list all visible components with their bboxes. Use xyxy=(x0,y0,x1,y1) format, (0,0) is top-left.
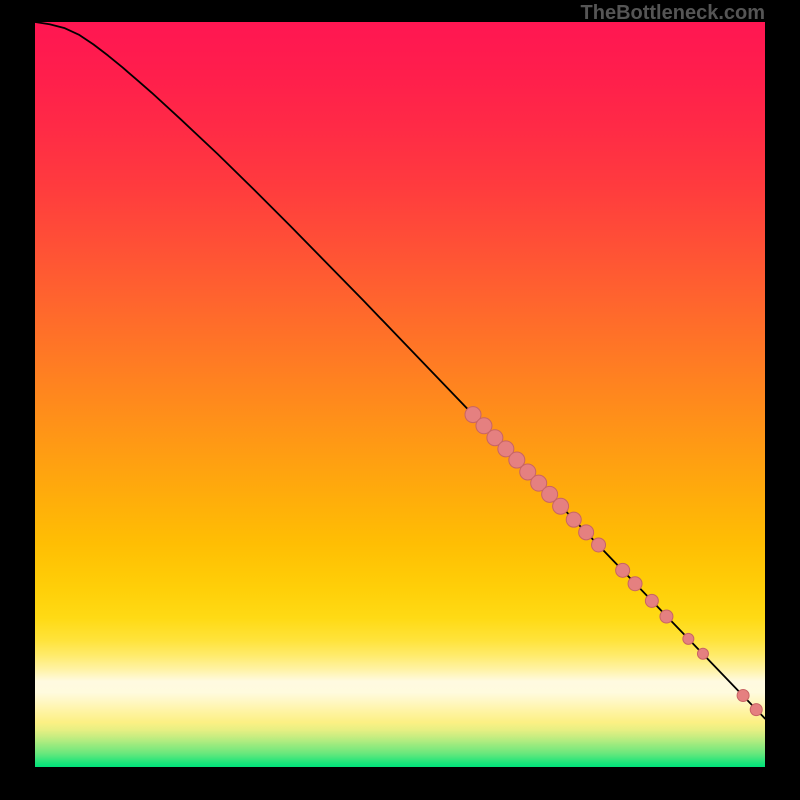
data-marker xyxy=(645,594,658,607)
data-marker xyxy=(660,610,673,623)
data-marker xyxy=(592,538,606,552)
data-marker xyxy=(737,689,749,701)
data-marker xyxy=(553,498,569,514)
gradient-rect xyxy=(35,22,765,767)
data-marker xyxy=(616,563,630,577)
data-marker xyxy=(628,577,642,591)
data-marker xyxy=(579,525,594,540)
data-marker xyxy=(750,704,762,716)
plot-svg xyxy=(35,22,765,767)
data-marker xyxy=(697,648,708,659)
data-marker xyxy=(683,633,694,644)
chart-frame: TheBottleneck.com xyxy=(0,0,800,800)
data-marker xyxy=(566,512,581,527)
gradient-plot-area xyxy=(35,22,765,767)
